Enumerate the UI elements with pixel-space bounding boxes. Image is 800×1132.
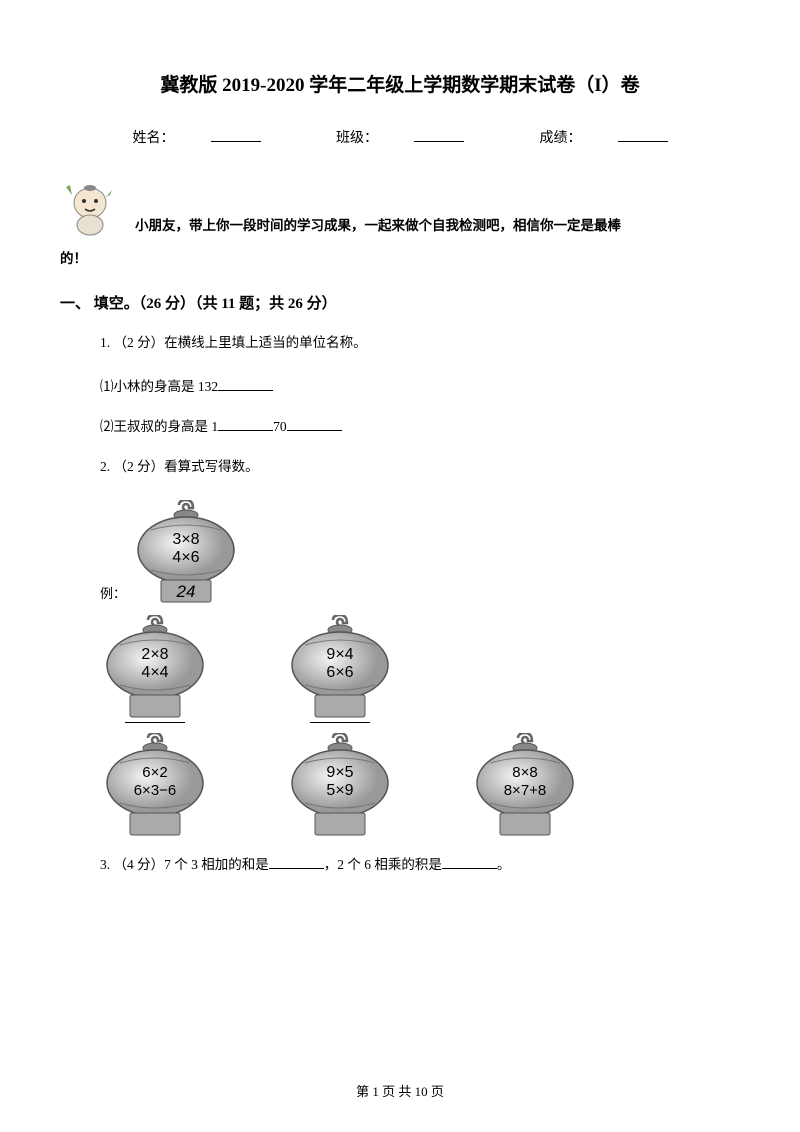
score-blank[interactable] [618,141,668,142]
question-1-sub-1: ⑴小林的身高是 132 [60,375,740,395]
lantern-icon: 8×8 8×7+8 [470,733,580,838]
q1-sub2-text-a: ⑵王叔叔的身高是 1 [100,419,218,434]
lantern-icon: 9×5 5×9 [285,733,395,838]
section-1-header: 一、 填空。（26 分）（共 11 题；共 26 分） [60,292,740,313]
page-title: 冀教版 2019-2020 学年二年级上学期数学期末试卷（I）卷 [60,70,740,97]
lantern-b: 9×4 6×6 [285,615,395,723]
q3-text-c: 。 [497,857,511,872]
example-row: 例： 3×8 4×6 24 [60,500,740,605]
svg-text:4×6: 4×6 [172,549,199,566]
page-footer: 第 1 页 共 10 页 [0,1081,800,1100]
lantern-row-2: 2×8 4×4 9×4 6×6 [60,615,740,723]
q3-blank-a[interactable] [269,868,324,869]
svg-text:8×8: 8×8 [512,764,537,781]
example-label: 例： [100,583,126,602]
lantern-row-3: 6×2 6×3−6 9×5 5×9 8×8 8×7+8 [60,733,740,838]
question-3: 3. （4 分）7 个 3 相加的和是 ，2 个 6 相乘的积是 。 [60,853,740,877]
q1-sub2-blank-a[interactable] [218,430,273,431]
lantern-c: 6×2 6×3−6 [100,733,210,838]
svg-text:2×8: 2×8 [141,646,168,663]
question-2: 2. （2 分）看算式写得数。 [60,455,740,479]
svg-text:4×4: 4×4 [141,664,168,681]
svg-text:9×5: 9×5 [326,764,353,781]
name-blank[interactable] [211,141,261,142]
score-label: 成绩： [540,131,582,146]
q1-sub1-blank[interactable] [218,390,273,391]
intro-text-2: 的！ [60,247,740,267]
svg-text:5×9: 5×9 [326,782,353,799]
lantern-a: 2×8 4×4 [100,615,210,723]
class-label: 班级： [336,131,378,146]
intro-text-1: 小朋友，带上你一段时间的学习成果，一起来做个自我检测吧，相信你一定是最棒 [135,177,621,239]
q1-sub1-text: ⑴小林的身高是 132 [100,379,218,394]
lantern-icon: 2×8 4×4 [100,615,210,720]
lantern-d: 9×5 5×9 [285,733,395,838]
q3-text-b: ，2 个 6 相乘的积是 [324,857,442,872]
svg-text:6×6: 6×6 [326,664,353,681]
name-field[interactable]: 姓名： [115,131,283,146]
avatar-icon [60,177,115,237]
svg-text:8×7+8: 8×7+8 [504,782,547,799]
lantern-e: 8×8 8×7+8 [470,733,580,838]
class-blank[interactable] [414,141,464,142]
svg-text:24: 24 [176,582,196,601]
answer-blank[interactable] [125,722,185,723]
svg-text:9×4: 9×4 [326,646,353,663]
svg-text:6×3−6: 6×3−6 [134,782,177,799]
score-field[interactable]: 成绩： [522,131,686,146]
info-row: 姓名： 班级： 成绩： [60,127,740,147]
question-1-sub-2: ⑵王叔叔的身高是 1 70 [60,415,740,435]
intro-row: 小朋友，带上你一段时间的学习成果，一起来做个自我检测吧，相信你一定是最棒 [60,177,740,239]
q3-blank-b[interactable] [442,868,497,869]
question-1: 1. （2 分）在横线上里填上适当的单位名称。 [60,331,740,355]
lantern-icon: 3×8 4×6 24 [131,500,241,605]
answer-blank[interactable] [310,722,370,723]
lantern-example: 3×8 4×6 24 [131,500,241,605]
q1-sub2-blank-b[interactable] [287,430,342,431]
svg-text:6×2: 6×2 [142,764,167,781]
q3-text-a: 3. （4 分）7 个 3 相加的和是 [100,857,269,872]
class-field[interactable]: 班级： [318,131,486,146]
q1-sub2-text-b: 70 [273,419,287,434]
svg-text:3×8: 3×8 [172,531,199,548]
name-label: 姓名： [133,131,175,146]
lantern-icon: 6×2 6×3−6 [100,733,210,838]
lantern-icon: 9×4 6×6 [285,615,395,720]
